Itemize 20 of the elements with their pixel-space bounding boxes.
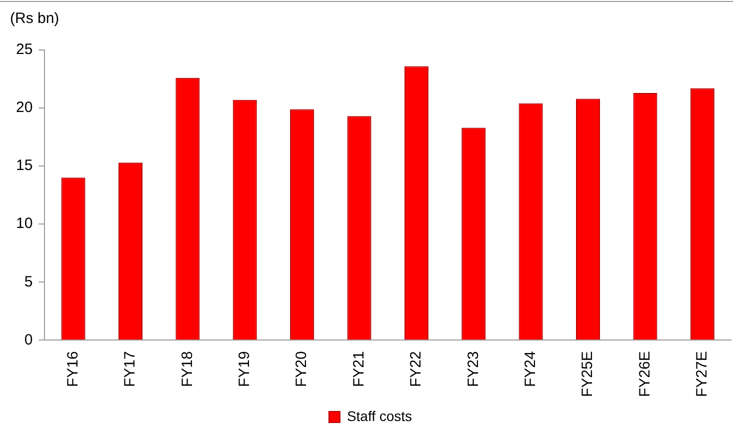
x-tick-label: FY19 (236, 351, 253, 387)
y-tick-label: 20 (16, 99, 33, 116)
y-axis-title: (Rs bn) (10, 10, 60, 27)
x-tick-label: FY24 (522, 351, 539, 387)
x-tick-label: FY20 (293, 351, 310, 387)
y-tick-label: 0 (24, 331, 33, 348)
y-tick-label: 5 (24, 273, 33, 290)
y-tick-label: 15 (16, 157, 33, 174)
x-tick-label: FY27E (694, 351, 711, 397)
x-tick-label: FY21 (350, 351, 368, 387)
legend-label: Staff costs (346, 408, 412, 424)
x-tick-label: FY16 (64, 351, 82, 387)
x-tick-label: FY17 (122, 351, 139, 387)
x-tick-label: FY18 (178, 351, 196, 387)
x-tick-label: FY25E (579, 351, 596, 397)
y-tick-label: 10 (16, 215, 33, 232)
x-tick-label: FY26E (636, 351, 654, 397)
x-tick-label: FY22 (408, 351, 425, 387)
x-tick-label: FY23 (464, 351, 482, 387)
y-tick-label: 25 (16, 41, 33, 58)
